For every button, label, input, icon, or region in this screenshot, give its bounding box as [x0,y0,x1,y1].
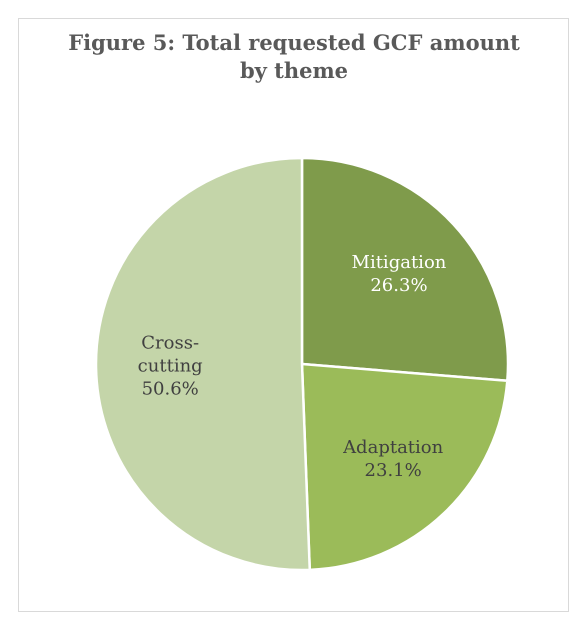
value-label: 23.1% [365,460,422,481]
chart-frame [18,18,569,612]
pie-slice [300,156,510,383]
value-label: 50.6% [142,378,199,399]
chart-title: Figure 5: Total requested GCF amount by … [68,30,520,83]
category-label: Mitigation [352,252,447,273]
pie-slice [300,362,509,572]
value-label: 26.3% [370,275,427,296]
pie-slice [94,156,312,572]
category-label: Adaptation [342,437,444,458]
category-label: Cross-cutting [138,332,203,376]
